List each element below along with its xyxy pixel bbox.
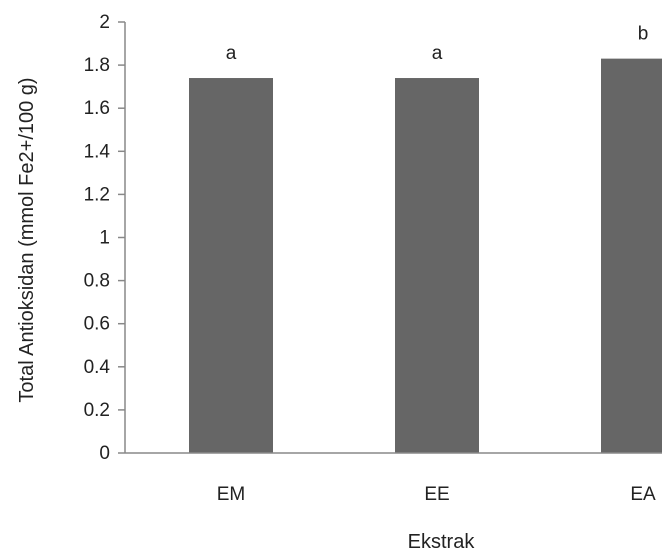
data-label-ea: b — [638, 24, 649, 45]
x-tick-label-ea: EA — [630, 484, 656, 505]
y-tick-label: 0.4 — [84, 357, 111, 378]
y-tick-label: 0.6 — [84, 314, 110, 335]
y-tick-label: 1.4 — [84, 141, 111, 162]
y-tick-label: 1 — [99, 228, 110, 249]
bar-ee — [395, 78, 479, 453]
x-tick-label-ee: EE — [424, 484, 449, 505]
data-label-ee: a — [432, 43, 443, 64]
x-axis-title: Ekstrak — [408, 531, 476, 553]
y-tick-label: 1.8 — [84, 55, 110, 76]
y-tick-label: 0.2 — [84, 400, 110, 421]
bars: a ab — [189, 24, 662, 453]
x-axis: EM EE EA — [125, 452, 662, 505]
bar-em — [189, 78, 273, 453]
bar-ea — [601, 58, 662, 453]
y-axis-title: Total Antioksidan (mmol Fe2+/100 g) — [16, 77, 38, 402]
x-tick-label-em: EM — [217, 484, 246, 505]
y-tick-label: 0.8 — [84, 271, 110, 292]
y-tick-label: 0 — [99, 443, 110, 464]
y-tick-label: 1.6 — [84, 98, 110, 119]
data-label-em: a — [226, 43, 237, 64]
y-tick-label: 2 — [99, 12, 110, 33]
y-tick-label: 1.2 — [84, 184, 110, 205]
y-axis: 0 0.2 0.4 0.6 0.8 1 1.2 1.4 1.6 1.8 2 — [84, 12, 126, 464]
